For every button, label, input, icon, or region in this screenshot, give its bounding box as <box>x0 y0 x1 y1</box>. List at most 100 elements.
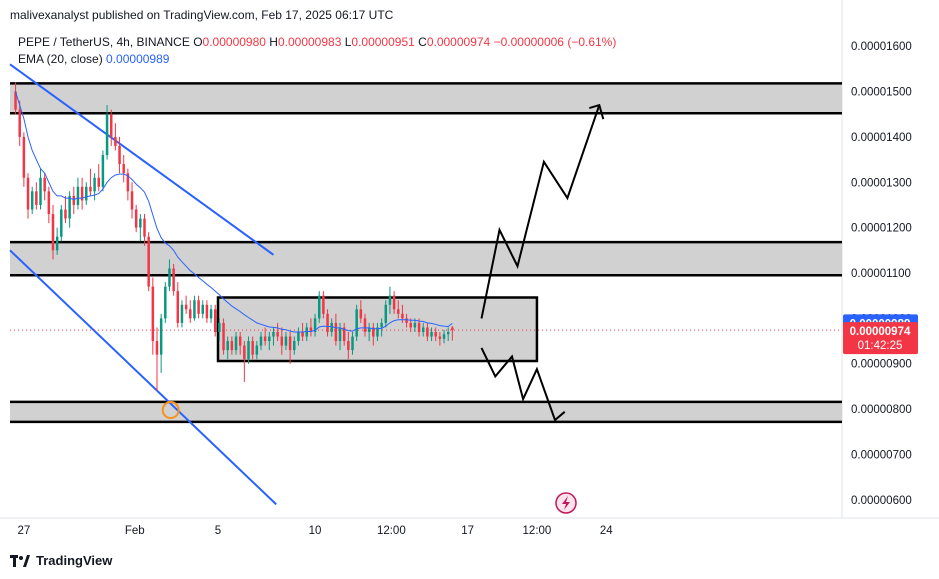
candle-body <box>238 336 242 346</box>
candle-body <box>68 195 71 219</box>
candle-body <box>359 309 363 319</box>
candle-body <box>105 114 109 156</box>
candle-body <box>297 331 300 342</box>
projection-down-path <box>480 347 566 422</box>
y-tick-label: 0.00001200 <box>851 223 912 235</box>
candle-body <box>64 209 67 219</box>
candle-body <box>442 334 446 339</box>
symbol-label[interactable]: PEPE / TetherUS, 4h, BINANCE <box>18 35 190 49</box>
candle-body <box>330 322 333 332</box>
candle-body <box>243 345 246 360</box>
candle-body <box>101 155 105 187</box>
candle-body <box>313 318 317 332</box>
x-tick-label: Feb <box>125 525 145 537</box>
candle-body <box>392 295 396 310</box>
candle-body <box>417 322 421 332</box>
x-tick-label: 24 <box>600 525 613 537</box>
last-price-badge <box>843 322 918 355</box>
candle-body <box>130 191 134 210</box>
candle-body <box>89 186 92 192</box>
candle-body <box>409 322 412 328</box>
candle-body <box>434 331 437 337</box>
candle-body <box>355 309 358 337</box>
channel-line <box>9 249 277 506</box>
candle-body <box>118 145 121 165</box>
candle-body <box>143 218 146 237</box>
candle-body <box>164 286 167 319</box>
candle-body <box>226 341 229 351</box>
ema-label[interactable]: EMA (20, close) <box>18 52 103 66</box>
y-tick-label: 0.00001300 <box>851 177 912 189</box>
candle-body <box>438 336 442 339</box>
candle-body <box>280 336 284 346</box>
candle-body <box>39 177 42 205</box>
candle-body <box>134 209 138 228</box>
candle-body <box>155 341 159 355</box>
candle-body <box>97 177 100 187</box>
candle-body <box>55 236 59 251</box>
candle-body <box>263 336 267 342</box>
candle-body <box>326 313 329 332</box>
candle-body <box>426 327 429 337</box>
zone-middle-resistance <box>10 242 842 276</box>
ohlc-legend: PEPE / TetherUS, 4h, BINANCE O0.00000980… <box>18 35 616 49</box>
candle-body <box>126 173 130 192</box>
candle-body <box>421 327 425 332</box>
y-tick-label: 0.00000800 <box>851 404 912 416</box>
candle-body <box>451 327 454 331</box>
y-tick-label: 0.00001500 <box>851 87 912 99</box>
candle-body <box>334 322 338 342</box>
y-tick-label: 0.00001100 <box>851 268 911 280</box>
candle-body <box>109 114 113 137</box>
candle-body <box>114 136 117 146</box>
candle-body <box>209 309 213 319</box>
y-tick-label: 0.00001600 <box>851 41 912 53</box>
candle-body <box>247 341 250 360</box>
candle-body <box>218 322 221 332</box>
x-tick-label: 17 <box>461 525 474 537</box>
candle-body <box>276 331 279 337</box>
candle-body <box>51 214 55 251</box>
candle-body <box>284 336 288 346</box>
candle-body <box>301 331 304 337</box>
channel-line <box>9 63 275 256</box>
high-label: H <box>269 35 278 49</box>
tradingview-logo-icon <box>10 554 30 567</box>
candle-body <box>189 309 192 319</box>
candle-body <box>293 341 296 351</box>
candle-body <box>268 336 271 342</box>
candle-body <box>384 304 388 323</box>
candle-body <box>405 318 408 323</box>
ema-legend: EMA (20, close) 0.00000989 <box>18 52 169 66</box>
candle-body <box>342 327 346 342</box>
high-value: 0.00000983 <box>277 35 342 49</box>
low-value: 0.00000951 <box>351 35 415 49</box>
candle-body <box>180 304 184 323</box>
candle-body <box>147 236 150 287</box>
candle-body <box>139 218 142 228</box>
candle-body <box>168 268 171 287</box>
close-value: 0.00000974 <box>426 35 491 49</box>
candle-body <box>80 186 84 201</box>
candle-body <box>288 336 292 351</box>
candle-body <box>272 331 275 337</box>
ema-line <box>15 91 453 333</box>
x-tick-label: 27 <box>17 525 30 537</box>
y-tick-label: 0.00001400 <box>851 132 912 144</box>
candle-body <box>322 295 325 314</box>
last-price-badge-text: 0.00000974 <box>850 326 911 338</box>
tradingview-footer[interactable]: TradingView <box>10 553 112 568</box>
candle-body <box>60 209 63 237</box>
candle-body <box>93 177 96 192</box>
candle-body <box>176 291 180 323</box>
x-tick-label: 10 <box>309 525 322 537</box>
candle-body <box>446 331 450 335</box>
brand-name: TradingView <box>36 553 113 568</box>
x-tick-label: 12:00 <box>377 525 406 537</box>
candle-body <box>213 309 217 332</box>
candle-body <box>338 327 342 342</box>
candle-body <box>430 331 433 337</box>
candle-body <box>85 186 88 201</box>
candle-body <box>234 336 238 351</box>
